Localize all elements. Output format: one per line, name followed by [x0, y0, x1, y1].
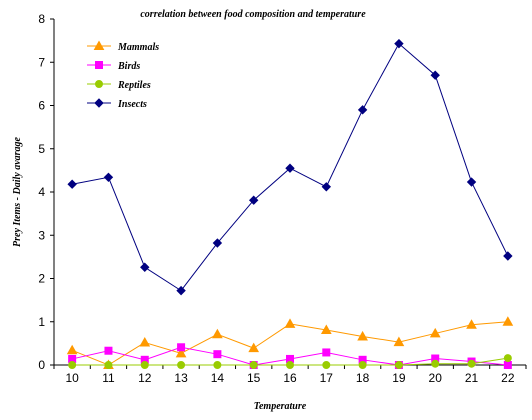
data-point-reptiles	[213, 361, 222, 369]
data-point-mammals	[502, 316, 514, 326]
y-tick-label: 4	[38, 185, 45, 199]
legend-marker-reptiles	[95, 80, 103, 88]
x-tick-label: 14	[211, 371, 225, 385]
x-tick-label: 21	[465, 371, 479, 385]
data-point-insects	[394, 38, 404, 49]
x-tick-label: 12	[138, 371, 152, 385]
data-point-birds	[503, 361, 512, 369]
x-axis-label: Temperature	[254, 401, 307, 412]
data-point-insects	[285, 163, 295, 173]
data-point-mammals	[284, 318, 296, 328]
data-point-mammals	[320, 324, 332, 334]
data-point-mammals	[175, 347, 187, 358]
legend-item-reptiles: Reptiles	[87, 80, 151, 91]
data-point-birds	[213, 350, 222, 359]
data-point-reptiles	[140, 361, 149, 369]
data-point-reptiles	[503, 354, 512, 363]
data-point-reptiles	[394, 361, 403, 369]
x-tick-label: 13	[174, 371, 188, 385]
y-tick-label: 1	[38, 315, 45, 329]
legend-label-reptiles: Reptiles	[117, 80, 151, 91]
x-tick-label: 20	[429, 371, 443, 385]
y-axis-label: Prey Items - Daily avarage	[12, 136, 23, 247]
data-point-insects	[212, 238, 223, 248]
data-point-mammals	[466, 319, 477, 329]
data-point-insects	[430, 70, 440, 80]
x-tick-label: 10	[65, 371, 79, 385]
y-tick-label: 8	[38, 12, 45, 26]
y-tick-label: 2	[38, 272, 45, 286]
data-point-reptiles	[249, 361, 258, 369]
legend-label-insects: Insects	[117, 99, 147, 110]
legend-item-mammals: Mammals	[87, 40, 159, 53]
data-point-reptiles	[322, 361, 331, 369]
legend-label-mammals: Mammals	[117, 42, 159, 53]
data-point-insects	[503, 251, 513, 261]
data-point-insects	[357, 105, 368, 115]
data-point-insects	[67, 179, 77, 189]
data-point-mammals	[212, 328, 223, 339]
data-point-reptiles	[431, 359, 440, 368]
y-tick-label: 5	[38, 142, 45, 156]
y-tick-label: 6	[38, 99, 45, 113]
series-insects	[67, 38, 513, 296]
data-point-mammals	[429, 327, 441, 338]
y-tick-label: 0	[38, 358, 45, 372]
data-point-insects	[466, 177, 477, 187]
y-tick-label: 7	[38, 55, 45, 69]
x-tick-label: 18	[356, 371, 370, 385]
series-mammals	[66, 316, 514, 369]
legend: Mammals Birds Reptiles Insects	[87, 40, 159, 110]
legend-marker-insects	[94, 98, 104, 108]
data-point-insects	[140, 262, 150, 272]
series-layer	[66, 38, 514, 369]
data-point-reptiles	[68, 361, 77, 369]
data-point-mammals	[139, 336, 151, 347]
x-tick-label: 19	[392, 371, 406, 385]
data-point-insects	[103, 172, 114, 183]
data-point-mammals	[393, 336, 405, 347]
legend-item-birds: Birds	[87, 61, 140, 72]
data-point-reptiles	[177, 361, 186, 369]
x-tick-label: 15	[247, 371, 261, 385]
y-tick-label: 3	[38, 228, 45, 242]
data-point-mammals	[248, 342, 260, 353]
data-point-birds	[177, 343, 186, 352]
legend-marker-birds	[95, 61, 103, 69]
x-tick-label: 22	[501, 371, 515, 385]
x-tick-label: 17	[320, 371, 334, 385]
legend-label-birds: Birds	[117, 61, 140, 72]
x-tick-label: 16	[283, 371, 297, 385]
data-point-insects	[176, 285, 186, 296]
data-point-birds	[104, 346, 113, 355]
data-point-mammals	[66, 344, 78, 355]
series-reptiles	[68, 354, 512, 369]
data-point-mammals	[357, 330, 368, 341]
x-tick-label: 11	[102, 371, 115, 385]
data-point-reptiles	[467, 359, 476, 368]
data-point-insects	[321, 182, 332, 192]
legend-marker-mammals	[93, 40, 105, 50]
legend-item-insects: Insects	[87, 98, 147, 110]
data-point-reptiles	[286, 361, 294, 369]
chart-title: correlation between food composition and…	[140, 9, 366, 20]
data-point-reptiles	[358, 361, 367, 369]
data-point-reptiles	[104, 361, 113, 369]
data-point-insects	[248, 195, 259, 205]
data-point-birds	[322, 348, 331, 357]
